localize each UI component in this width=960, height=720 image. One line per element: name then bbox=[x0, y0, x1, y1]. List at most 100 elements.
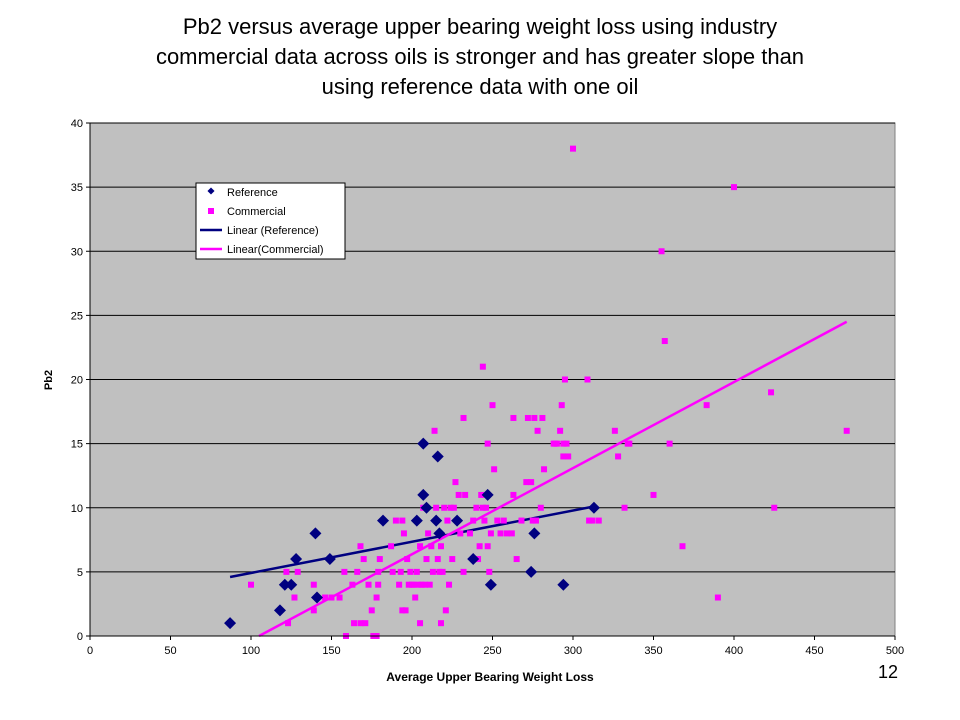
commercial-point bbox=[392, 517, 399, 524]
legend-label-commercial: Commercial bbox=[227, 206, 286, 218]
reference-point bbox=[451, 514, 464, 527]
commercial-point bbox=[357, 620, 364, 627]
commercial-point bbox=[494, 517, 501, 524]
commercial-point bbox=[666, 440, 673, 447]
commercial-point bbox=[561, 376, 568, 383]
reference-point bbox=[481, 488, 494, 501]
commercial-point bbox=[589, 517, 596, 524]
legend-marker-commercial bbox=[208, 208, 214, 214]
commercial-point bbox=[429, 568, 436, 575]
commercial-point bbox=[595, 517, 602, 524]
commercial-point bbox=[294, 568, 301, 575]
x-tick-label: 150 bbox=[322, 645, 340, 657]
commercial-point bbox=[447, 504, 454, 511]
commercial-point bbox=[439, 568, 446, 575]
commercial-point bbox=[481, 517, 488, 524]
commercial-point bbox=[565, 453, 572, 460]
commercial-point bbox=[399, 607, 406, 614]
commercial-point bbox=[491, 466, 498, 473]
slide-title-line-1: Pb2 versus average upper bearing weight … bbox=[182, 14, 778, 39]
commercial-point bbox=[437, 543, 444, 550]
commercial-point bbox=[500, 517, 507, 524]
x-tick-label: 250 bbox=[483, 645, 501, 657]
reference-point bbox=[467, 553, 480, 566]
commercial-point bbox=[400, 530, 407, 537]
commercial-point bbox=[360, 556, 367, 563]
commercial-point bbox=[373, 594, 380, 601]
commercial-point bbox=[473, 504, 480, 511]
commercial-point bbox=[484, 440, 491, 447]
commercial-point bbox=[341, 568, 348, 575]
legend-box bbox=[195, 182, 346, 260]
commercial-point bbox=[611, 427, 618, 434]
commercial-point bbox=[503, 530, 510, 537]
commercial-point bbox=[586, 517, 593, 524]
commercial-point bbox=[441, 504, 448, 511]
commercial-point bbox=[484, 543, 491, 550]
data-points bbox=[224, 145, 850, 639]
commercial-point bbox=[442, 607, 449, 614]
commercial-point bbox=[487, 530, 494, 537]
reference-point bbox=[285, 578, 298, 591]
commercial-point bbox=[510, 491, 517, 498]
slide-title-line-2: commercial data across oils is stronger … bbox=[155, 44, 805, 69]
reference-point bbox=[278, 578, 291, 591]
reference-point bbox=[528, 527, 541, 540]
commercial-point bbox=[703, 402, 710, 409]
commercial-point bbox=[449, 556, 456, 563]
commercial-point bbox=[558, 402, 565, 409]
commercial-point bbox=[397, 568, 404, 575]
commercial-point bbox=[539, 414, 546, 421]
reference-point bbox=[224, 617, 237, 630]
commercial-point bbox=[428, 543, 435, 550]
reference-point bbox=[417, 488, 430, 501]
commercial-point bbox=[658, 248, 665, 255]
commercial-point bbox=[531, 414, 538, 421]
commercial-point bbox=[417, 620, 424, 627]
commercial-point bbox=[462, 491, 469, 498]
commercial-point bbox=[532, 517, 539, 524]
reference-point bbox=[410, 514, 423, 527]
y-axis-label: Pb2 bbox=[43, 370, 55, 390]
x-tick-label: 50 bbox=[164, 645, 176, 657]
commercial-point bbox=[560, 440, 567, 447]
x-axis-label: Average Upper Bearing Weight Loss bbox=[386, 670, 594, 684]
y-tick-label: 25 bbox=[71, 310, 83, 322]
commercial-point bbox=[431, 427, 438, 434]
reference-point bbox=[377, 514, 390, 527]
commercial-point bbox=[436, 568, 443, 575]
commercial-point bbox=[479, 363, 486, 370]
commercial-point bbox=[534, 427, 541, 434]
commercial-point bbox=[423, 556, 430, 563]
commercial-point bbox=[437, 620, 444, 627]
legend: Reference Commercial Linear (Reference) … bbox=[195, 182, 346, 260]
slide-title-line-3: using reference data with one oil bbox=[321, 74, 639, 99]
page-number: 12 bbox=[878, 662, 899, 682]
commercial-point bbox=[434, 556, 441, 563]
commercial-point bbox=[529, 517, 536, 524]
commercial-point bbox=[537, 504, 544, 511]
y-tick-label: 30 bbox=[71, 246, 83, 258]
commercial-point bbox=[553, 440, 560, 447]
commercial-point bbox=[466, 530, 473, 537]
commercial-point bbox=[626, 440, 633, 447]
reference-point bbox=[311, 591, 324, 604]
y-tick-label: 15 bbox=[71, 439, 83, 451]
commercial-point bbox=[460, 568, 467, 575]
reference-point bbox=[484, 578, 497, 591]
y-tick-label: 35 bbox=[71, 182, 83, 194]
commercial-point bbox=[679, 543, 686, 550]
reference-point bbox=[557, 578, 570, 591]
commercial-point bbox=[351, 620, 358, 627]
commercial-point bbox=[368, 607, 375, 614]
commercial-point bbox=[731, 184, 737, 191]
commercial-point bbox=[310, 607, 317, 614]
commercial-point bbox=[415, 581, 422, 588]
commercial-point bbox=[460, 414, 467, 421]
y-tick-label: 5 bbox=[77, 567, 83, 579]
x-tick-label: 400 bbox=[725, 645, 743, 657]
reference-point bbox=[290, 553, 303, 566]
commercial-point bbox=[508, 530, 515, 537]
commercial-point bbox=[375, 568, 382, 575]
commercial-point bbox=[433, 504, 440, 511]
